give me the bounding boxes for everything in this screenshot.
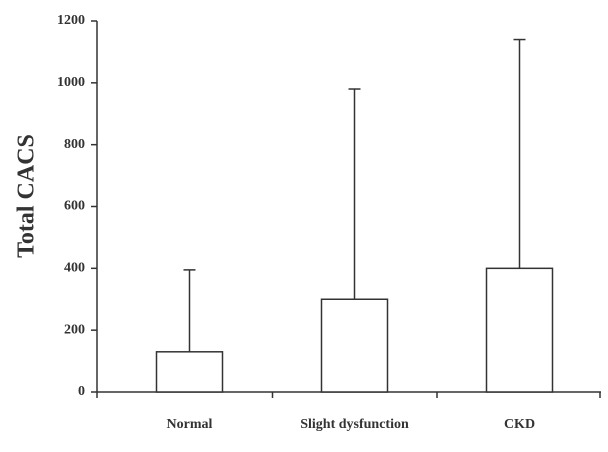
y-tick-label: 800: [64, 137, 85, 152]
y-tick-label: 400: [64, 261, 85, 276]
x-tick-label: CKD: [504, 417, 535, 432]
y-tick-label: 1000: [57, 75, 85, 90]
y-tick-label: 0: [78, 384, 85, 399]
y-tick-label: 1200: [57, 13, 85, 28]
x-tick-label: Normal: [167, 417, 213, 432]
bar: [320, 298, 389, 393]
bar: [155, 351, 224, 393]
bar: [485, 267, 554, 393]
y-axis-label: Total CACS: [14, 134, 40, 258]
y-tick-label: 600: [64, 199, 85, 214]
x-tick-label: Slight dysfunction: [300, 417, 409, 432]
y-tick-label: 200: [64, 322, 85, 337]
